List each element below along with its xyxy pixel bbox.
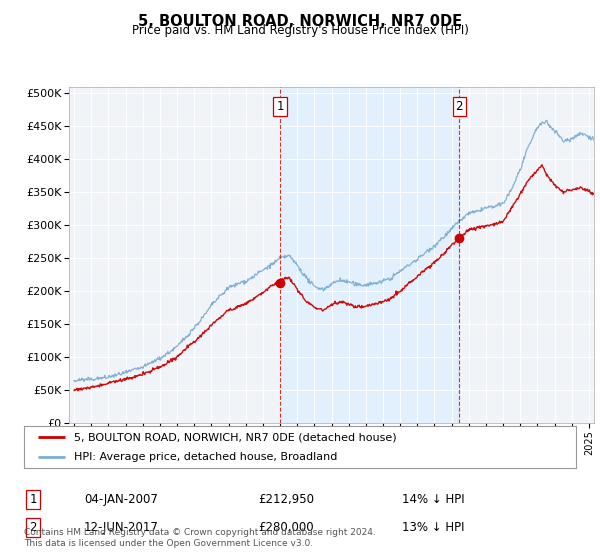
Text: Contains HM Land Registry data © Crown copyright and database right 2024.
This d: Contains HM Land Registry data © Crown c… (24, 528, 376, 548)
Text: Price paid vs. HM Land Registry's House Price Index (HPI): Price paid vs. HM Land Registry's House … (131, 24, 469, 37)
Text: 14% ↓ HPI: 14% ↓ HPI (402, 493, 464, 506)
Text: 2: 2 (455, 100, 463, 113)
Bar (280, 87, 460, 423)
Text: 2: 2 (29, 521, 37, 534)
Text: £212,950: £212,950 (258, 493, 314, 506)
Text: 5, BOULTON ROAD, NORWICH, NR7 0DE: 5, BOULTON ROAD, NORWICH, NR7 0DE (138, 14, 462, 29)
Text: 12-JUN-2017: 12-JUN-2017 (84, 521, 159, 534)
Text: 1: 1 (277, 100, 284, 113)
Text: £280,000: £280,000 (258, 521, 314, 534)
Text: HPI: Average price, detached house, Broadland: HPI: Average price, detached house, Broa… (74, 452, 337, 462)
Text: 04-JAN-2007: 04-JAN-2007 (84, 493, 158, 506)
Text: 5, BOULTON ROAD, NORWICH, NR7 0DE (detached house): 5, BOULTON ROAD, NORWICH, NR7 0DE (detac… (74, 432, 397, 442)
Text: 1: 1 (29, 493, 37, 506)
Text: 13% ↓ HPI: 13% ↓ HPI (402, 521, 464, 534)
